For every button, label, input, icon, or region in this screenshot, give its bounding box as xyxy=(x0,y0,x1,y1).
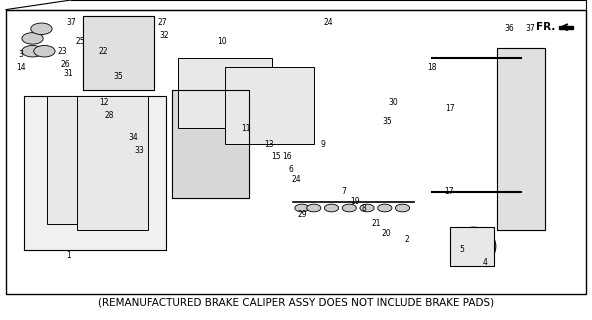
Text: 8: 8 xyxy=(362,204,366,212)
Text: 35: 35 xyxy=(383,117,392,126)
Circle shape xyxy=(31,23,52,35)
Text: 18: 18 xyxy=(427,63,437,72)
Text: 37: 37 xyxy=(66,18,76,27)
Text: 9: 9 xyxy=(320,140,325,148)
Circle shape xyxy=(34,45,55,57)
Polygon shape xyxy=(497,48,545,230)
Bar xyxy=(77,96,148,230)
Circle shape xyxy=(395,204,410,212)
Circle shape xyxy=(360,204,374,212)
Text: 16: 16 xyxy=(282,152,292,161)
Text: 26: 26 xyxy=(60,60,70,68)
Circle shape xyxy=(22,33,43,44)
Text: 22: 22 xyxy=(99,47,108,56)
Circle shape xyxy=(295,204,309,212)
Text: 32: 32 xyxy=(160,31,169,40)
Text: 10: 10 xyxy=(217,37,227,46)
Text: 21: 21 xyxy=(371,220,381,228)
Ellipse shape xyxy=(451,227,496,266)
Polygon shape xyxy=(83,16,154,90)
Text: 19: 19 xyxy=(350,197,360,206)
Text: 5: 5 xyxy=(459,245,464,254)
Bar xyxy=(450,227,494,266)
Text: 24: 24 xyxy=(324,18,333,27)
Circle shape xyxy=(378,204,392,212)
Text: 20: 20 xyxy=(381,229,391,238)
Text: 7: 7 xyxy=(341,188,346,196)
Bar xyxy=(47,96,118,224)
Text: 6: 6 xyxy=(289,165,294,174)
Text: 23: 23 xyxy=(57,47,67,56)
Text: 28: 28 xyxy=(105,111,114,120)
Bar xyxy=(6,10,586,294)
Text: 3: 3 xyxy=(18,50,23,59)
Text: 14: 14 xyxy=(16,63,25,72)
Text: 29: 29 xyxy=(297,210,307,219)
Text: 30: 30 xyxy=(389,98,398,107)
Circle shape xyxy=(22,45,43,57)
Text: 2: 2 xyxy=(405,236,410,244)
Text: 27: 27 xyxy=(158,18,168,27)
Text: 13: 13 xyxy=(265,140,274,148)
Circle shape xyxy=(342,204,356,212)
Circle shape xyxy=(307,204,321,212)
Text: 35: 35 xyxy=(114,72,123,81)
Text: 34: 34 xyxy=(128,133,138,142)
Bar xyxy=(178,58,272,128)
Circle shape xyxy=(324,204,339,212)
Text: 17: 17 xyxy=(445,104,455,113)
Text: 17: 17 xyxy=(444,188,453,196)
Text: 33: 33 xyxy=(134,146,144,155)
Text: 24: 24 xyxy=(291,175,301,184)
Polygon shape xyxy=(559,26,573,29)
Text: FR.: FR. xyxy=(536,22,555,32)
Text: 12: 12 xyxy=(99,98,108,107)
Text: 15: 15 xyxy=(272,152,281,161)
Bar xyxy=(225,67,314,144)
Polygon shape xyxy=(24,96,166,250)
Text: (REMANUFACTURED BRAKE CALIPER ASSY DOES NOT INCLUDE BRAKE PADS): (REMANUFACTURED BRAKE CALIPER ASSY DOES … xyxy=(98,297,494,307)
Text: 37: 37 xyxy=(525,24,535,33)
Text: 11: 11 xyxy=(241,124,250,132)
Text: 36: 36 xyxy=(504,24,514,33)
Text: 4: 4 xyxy=(483,258,488,267)
Text: 1: 1 xyxy=(66,252,70,260)
Text: 31: 31 xyxy=(63,69,73,78)
Text: 25: 25 xyxy=(75,37,85,46)
Polygon shape xyxy=(172,90,249,198)
